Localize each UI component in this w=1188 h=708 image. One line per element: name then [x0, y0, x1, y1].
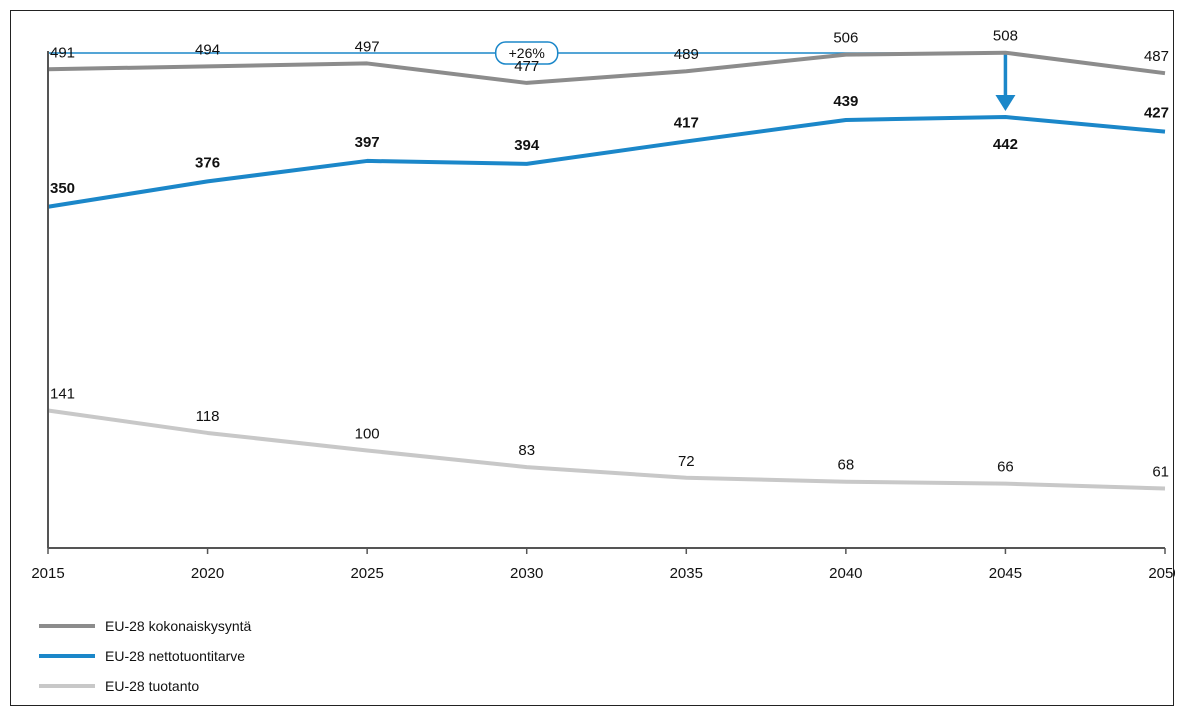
data-label: 66	[997, 459, 1014, 476]
data-label: 439	[833, 93, 858, 110]
chart-frame: +26% 2015 2020 2025 2030 2035 2040 2045 2050 49…	[10, 10, 1175, 706]
series-layer	[47, 50, 1166, 491]
label-layer: 491 494 497 477 489 506 508 487 350 376 397 394 417 4…	[50, 28, 1169, 481]
data-label: 506	[833, 30, 858, 47]
annotation-label: +26%	[509, 45, 545, 61]
data-label: 83	[518, 442, 535, 459]
data-label: 489	[674, 46, 699, 63]
data-label: 477	[514, 58, 539, 75]
legend-label-3: EU-28 tuotanto	[105, 678, 199, 694]
data-label: 491	[50, 44, 75, 61]
x-tick-label: 2040	[829, 565, 862, 582]
data-label: 72	[678, 453, 695, 470]
data-label: 141	[50, 386, 75, 403]
data-label: 508	[993, 28, 1018, 45]
data-label: 494	[195, 41, 220, 58]
data-label: 350	[50, 180, 75, 197]
data-label: 118	[196, 408, 220, 425]
data-label: 68	[838, 457, 855, 474]
x-tick-label: 2030	[510, 565, 543, 582]
x-tick-label: 2050	[1148, 565, 1175, 582]
data-label: 497	[355, 38, 380, 55]
data-label: 376	[195, 154, 220, 171]
series-line-3	[47, 408, 1166, 491]
series-line-1	[47, 50, 1166, 85]
annotation-arrowhead	[995, 95, 1016, 112]
data-label: 442	[993, 136, 1018, 153]
legend-label-2: EU-28 nettotuontitarve	[105, 648, 245, 664]
series-line-2	[47, 115, 1166, 209]
data-label: 397	[355, 134, 380, 151]
data-label: 61	[1152, 464, 1169, 481]
line-chart: +26% 2015 2020 2025 2030 2035 2040 2045 2050 49…	[31, 28, 1175, 694]
data-label: 100	[355, 426, 380, 443]
x-tick-label: 2045	[989, 565, 1022, 582]
x-tick-label: 2015	[31, 565, 64, 582]
legend-label-1: EU-28 kokonaiskysyntä	[105, 618, 252, 634]
x-tick-label: 2035	[670, 565, 703, 582]
legend: EU-28 kokonaiskysyntä EU-28 nettotuontita…	[39, 618, 252, 694]
data-label: 417	[674, 114, 699, 131]
annotation-pill	[494, 41, 559, 65]
axis-layer: 2015 2020 2025 2030 2035 2040 2045 2050	[31, 51, 1175, 582]
data-label: 394	[514, 137, 540, 154]
data-label: 427	[1144, 105, 1169, 122]
x-tick-label: 2025	[350, 565, 383, 582]
data-label: 487	[1144, 48, 1169, 65]
x-tick-label: 2020	[191, 565, 224, 582]
